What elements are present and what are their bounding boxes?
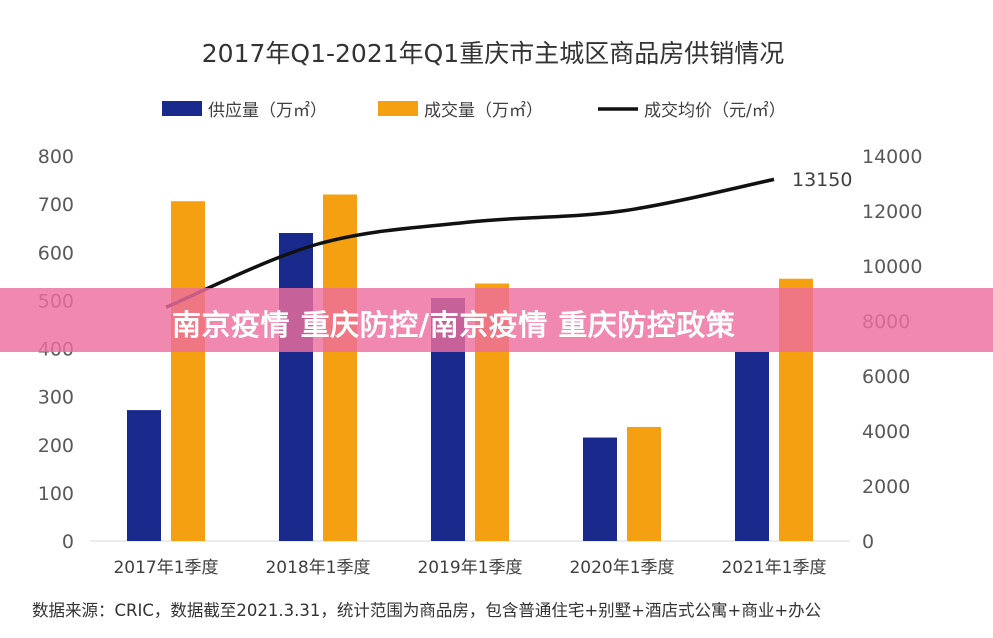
legend-label-supply: 供应量（万㎡） — [208, 101, 327, 121]
right-tick-label: 10000 — [862, 256, 922, 278]
left-tick-label: 0 — [62, 531, 74, 553]
right-tick-label: 2000 — [862, 476, 910, 498]
bar-supply-5 — [735, 351, 769, 541]
left-tick-label: 300 — [38, 387, 74, 409]
category-label: 2020年1季度 — [569, 558, 674, 578]
source-note: 数据来源：CRIC，数据截至2021.3.31，统计范围为商品房，包含普通住宅+… — [32, 601, 821, 620]
chart-title: 2017年Q1-2021年Q1重庆市主城区商品房供销情况 — [202, 39, 784, 68]
bars — [127, 194, 813, 542]
category-labels: 2017年1季度 2018年1季度 2019年1季度 2020年1季度 2021年1季度 — [113, 558, 826, 578]
legend-label-volume: 成交量（万㎡） — [424, 101, 543, 121]
right-tick-label: 12000 — [862, 201, 922, 223]
category-label: 2018年1季度 — [265, 558, 370, 578]
right-tick-label: 14000 — [862, 146, 922, 168]
left-tick-label: 200 — [38, 435, 74, 457]
overlay-banner — [0, 288, 993, 352]
legend: 供应量（万㎡） 成交量（万㎡） 成交均价（元/㎡） — [162, 101, 786, 121]
left-tick-label: 600 — [38, 242, 74, 264]
right-tick-label: 4000 — [862, 421, 910, 443]
bar-supply-4 — [583, 437, 617, 541]
legend-swatch-supply — [162, 101, 202, 116]
price-annotation: 13150 — [792, 169, 852, 191]
bar-volume-1 — [171, 201, 205, 542]
bar-supply-1 — [127, 410, 161, 541]
category-label: 2021年1季度 — [721, 558, 826, 578]
left-tick-label: 700 — [38, 194, 74, 216]
right-tick-label: 0 — [862, 531, 874, 553]
left-tick-label: 100 — [38, 483, 74, 505]
right-tick-label: 6000 — [862, 366, 910, 388]
legend-swatch-volume — [378, 101, 418, 116]
bar-supply-2 — [279, 233, 313, 541]
bar-volume-4 — [627, 426, 661, 541]
category-label: 2017年1季度 — [113, 558, 218, 578]
bar-volume-2 — [323, 194, 357, 541]
category-label: 2019年1季度 — [417, 558, 522, 578]
left-tick-label: 800 — [38, 146, 74, 168]
overlay-banner-text: 南京疫情 重庆防控/南京疫情 重庆防控政策 — [172, 308, 736, 342]
legend-label-price: 成交均价（元/㎡） — [644, 101, 786, 121]
